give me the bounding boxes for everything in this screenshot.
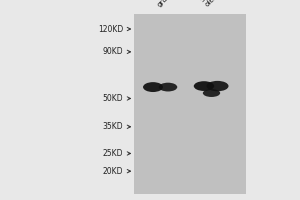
Text: Apium
graveolens: Apium graveolens xyxy=(151,0,189,8)
Text: 25KD: 25KD xyxy=(103,149,123,158)
Text: Spinacia
oleracea: Spinacia oleracea xyxy=(199,0,230,8)
Ellipse shape xyxy=(143,82,163,92)
Text: 120KD: 120KD xyxy=(98,25,123,34)
Text: 90KD: 90KD xyxy=(102,47,123,56)
Ellipse shape xyxy=(194,81,214,91)
Text: 35KD: 35KD xyxy=(102,122,123,131)
Ellipse shape xyxy=(159,83,177,91)
FancyBboxPatch shape xyxy=(134,14,246,194)
Text: 20KD: 20KD xyxy=(103,167,123,176)
Ellipse shape xyxy=(206,81,229,91)
Ellipse shape xyxy=(203,89,220,97)
Text: 50KD: 50KD xyxy=(102,94,123,103)
